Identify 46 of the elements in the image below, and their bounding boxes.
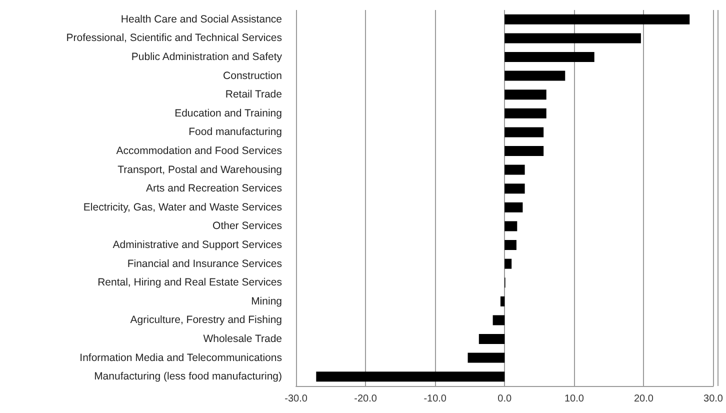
x-tick-label: 10.0 — [564, 394, 584, 404]
x-tick-label: 20.0 — [634, 394, 654, 404]
bar — [500, 296, 505, 306]
bar — [504, 70, 566, 81]
y-tick-label: Education and Training — [174, 107, 282, 120]
bar — [504, 202, 523, 212]
y-tick-label: Arts and Recreation Services — [146, 182, 282, 195]
y-tick-label: Wholesale Trade — [203, 333, 282, 345]
bar — [504, 127, 544, 138]
y-tick-label: Rental, Hiring and Real Estate Services — [98, 276, 282, 289]
bar — [504, 240, 516, 250]
y-tick-label: Health Care and Social Assistance — [120, 13, 282, 26]
bar — [504, 184, 525, 194]
bar — [478, 334, 505, 344]
bar — [492, 315, 505, 326]
x-tick-label: -10.0 — [424, 394, 447, 404]
bar — [504, 33, 641, 44]
x-tick-label: -30.0 — [284, 394, 308, 404]
y-tick-label: Public Administration and Safety — [131, 51, 283, 63]
y-tick-label: Agriculture, Forestry and Fishing — [130, 314, 282, 326]
x-tick-label: 0.0 — [498, 394, 512, 404]
x-tick-label: 30.0 — [704, 394, 724, 404]
bar — [504, 221, 518, 232]
x-tick-label: -20.0 — [354, 394, 378, 404]
bar — [504, 108, 546, 118]
y-tick-label: Food manufacturing — [188, 126, 282, 138]
y-tick-label: Other Services — [212, 220, 282, 232]
y-tick-label: Retail Trade — [225, 88, 282, 101]
y-tick-label: Construction — [223, 70, 282, 82]
y-tick-label: Manufacturing (less food manufacturing) — [94, 370, 282, 383]
y-tick-label: Financial and Insurance Services — [127, 258, 282, 270]
bar — [504, 14, 690, 24]
bar — [504, 146, 544, 156]
y-tick-label: Professional, Scientific and Technical Services — [66, 32, 282, 44]
bar — [504, 164, 525, 175]
bar — [504, 258, 512, 269]
y-tick-label: Information Media and Telecommunications — [80, 352, 282, 364]
y-tick-label: Accommodation and Food Services — [116, 145, 282, 157]
bar — [316, 372, 505, 382]
bar — [504, 90, 546, 100]
bar — [468, 352, 505, 363]
bar — [504, 52, 594, 62]
y-tick-label: Transport, Postal and Warehousing — [118, 164, 282, 176]
y-tick-label: Mining — [251, 295, 282, 308]
y-tick-label: Administrative and Support Services — [112, 239, 282, 251]
y-tick-label: Electricity, Gas, Water and Waste Services — [83, 201, 282, 214]
